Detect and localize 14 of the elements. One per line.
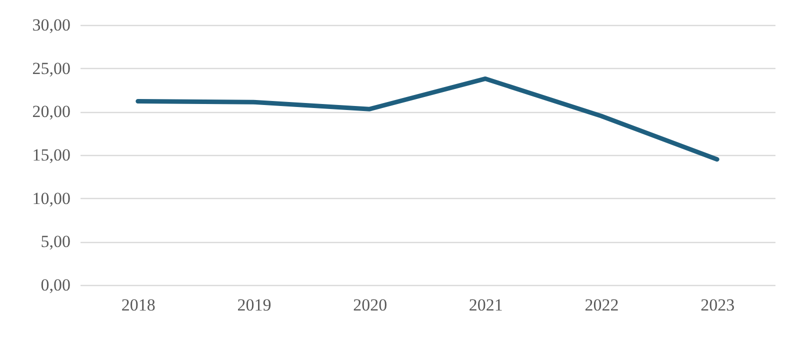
y-tick-label: 25,00 [32, 58, 70, 78]
y-tick-label: 30,00 [32, 16, 70, 34]
line-series [136, 76, 720, 162]
x-tick-label: 2021 [468, 296, 503, 314]
x-tick-label: 2020 [353, 296, 388, 314]
x-tick-label: 2023 [700, 296, 735, 314]
y-tick-label: 0,00 [40, 276, 70, 294]
y-tick-label: 15,00 [32, 146, 70, 164]
y-tick-label: 5,00 [40, 232, 70, 252]
y-tick-label: 20,00 [32, 102, 70, 122]
y-tick-label: 10,00 [32, 188, 70, 208]
x-tick-label: 2019 [237, 296, 272, 314]
x-tick-label: 2022 [584, 296, 619, 314]
x-tick-label: 2018 [121, 296, 156, 314]
